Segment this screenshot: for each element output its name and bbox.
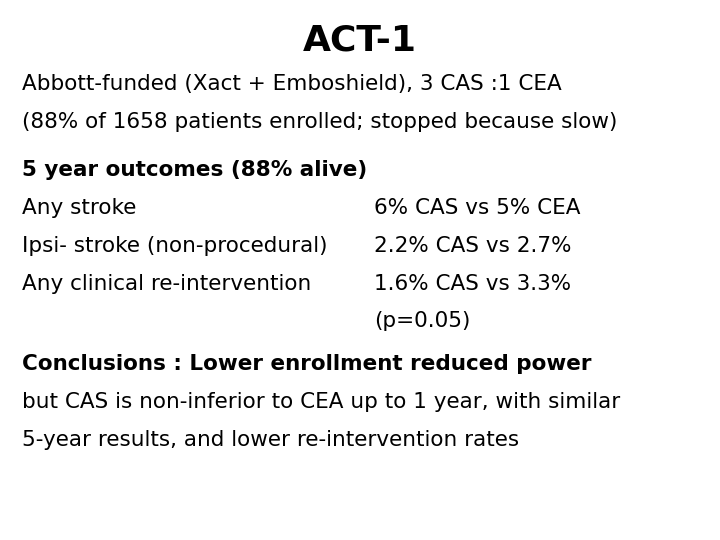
Text: Abbott-funded (Xact + Emboshield), 3 CAS :1 CEA: Abbott-funded (Xact + Emboshield), 3 CAS…: [22, 73, 562, 94]
Text: 5-year results, and lower re-intervention rates: 5-year results, and lower re-interventio…: [22, 430, 518, 450]
Text: Ipsi- stroke (non-procedural): Ipsi- stroke (non-procedural): [22, 235, 327, 256]
Text: (88% of 1658 patients enrolled; stopped because slow): (88% of 1658 patients enrolled; stopped …: [22, 111, 617, 132]
Text: ACT-1: ACT-1: [303, 24, 417, 57]
Text: but CAS is non-inferior to CEA up to 1 year, with similar: but CAS is non-inferior to CEA up to 1 y…: [22, 392, 620, 413]
Text: Conclusions : Lower enrollment reduced power: Conclusions : Lower enrollment reduced p…: [22, 354, 591, 375]
Text: Any stroke: Any stroke: [22, 198, 136, 218]
Text: Any clinical re-intervention: Any clinical re-intervention: [22, 273, 311, 294]
Text: 1.6% CAS vs 3.3%: 1.6% CAS vs 3.3%: [374, 273, 572, 294]
Text: 5 year outcomes (88% alive): 5 year outcomes (88% alive): [22, 160, 367, 180]
Text: (p=0.05): (p=0.05): [374, 311, 471, 332]
Text: 2.2% CAS vs 2.7%: 2.2% CAS vs 2.7%: [374, 235, 572, 256]
Text: 6% CAS vs 5% CEA: 6% CAS vs 5% CEA: [374, 198, 581, 218]
